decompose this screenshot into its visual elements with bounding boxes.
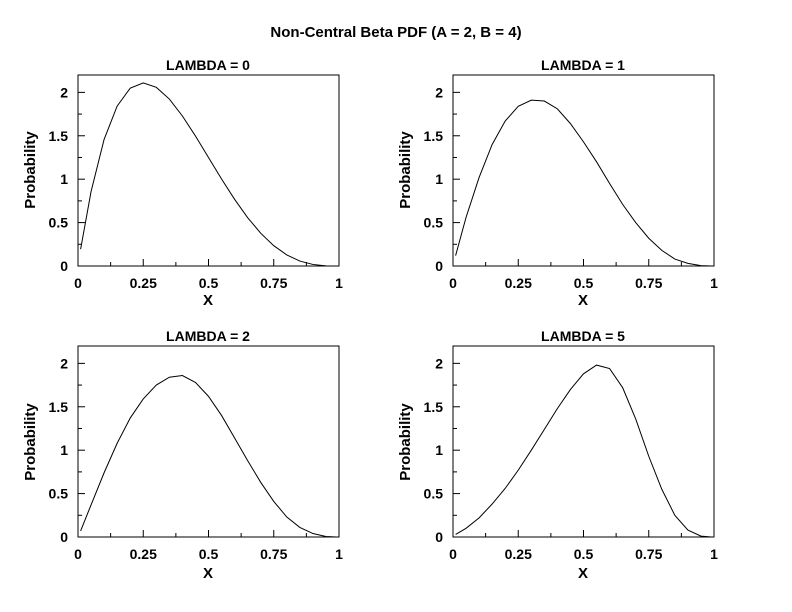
y-tick-label: 0 — [60, 258, 68, 274]
y-tick-label: 1.5 — [49, 399, 69, 415]
y-tick-label: 1.5 — [424, 128, 444, 144]
x-axis-label: X — [578, 292, 588, 309]
x-tick-label: 0 — [74, 275, 82, 291]
y-axis-label: Probability — [397, 131, 414, 209]
pdf-curve — [80, 375, 337, 538]
y-tick-label: 0.5 — [424, 486, 444, 502]
panel-title: LAMBDA = 5 — [541, 328, 625, 344]
y-tick-label: 1.5 — [49, 128, 69, 144]
x-tick-label: 0.75 — [635, 275, 662, 291]
x-tick-label: 1 — [710, 275, 718, 291]
plot-frame — [452, 345, 715, 538]
y-axis-label: Probability — [397, 403, 414, 481]
plot-frame — [77, 345, 340, 538]
x-tick-label: 0.75 — [260, 275, 287, 291]
y-tick-label: 1.5 — [424, 399, 444, 415]
panel-lambda-2: LAMBDA = 2 X Probability 0 0.25 0.5 0.75 1 0 0… — [22, 328, 343, 582]
x-tick-label: 0.25 — [505, 546, 532, 562]
x-tick-label: 0 — [449, 546, 457, 562]
x-axis-label: X — [203, 292, 213, 309]
pdf-curve — [80, 82, 337, 267]
y-tick-label: 0.5 — [49, 215, 69, 231]
x-tick-label: 1 — [335, 546, 343, 562]
panel-lambda-5: LAMBDA = 5 X Probability 0 0.25 0.5 0.75 1 0 0… — [397, 328, 718, 582]
pdf-curve — [455, 99, 712, 267]
x-tick-label: 0.75 — [260, 546, 287, 562]
x-tick-label: 0.75 — [635, 546, 662, 562]
x-axis-label: X — [203, 565, 213, 582]
x-tick-label: 0.5 — [199, 546, 219, 562]
plot-frame — [452, 74, 715, 267]
y-tick-label: 0 — [435, 529, 443, 545]
pdf-curve — [455, 364, 712, 538]
x-tick-label: 0 — [74, 546, 82, 562]
panel-title: LAMBDA = 0 — [166, 57, 250, 73]
y-tick-label: 2 — [60, 355, 68, 371]
y-tick-label: 1 — [435, 442, 443, 458]
y-tick-label: 0.5 — [424, 215, 444, 231]
y-tick-label: 0.5 — [49, 486, 69, 502]
panel-title: LAMBDA = 2 — [166, 328, 250, 344]
y-tick-label: 1 — [60, 442, 68, 458]
panel-lambda-0: LAMBDA = 0 X Probability 0 0.25 0.5 0.75 1 0 0… — [22, 57, 343, 309]
y-tick-label: 1 — [435, 171, 443, 187]
y-tick-label: 2 — [60, 84, 68, 100]
y-axis-label: Probability — [22, 131, 39, 209]
panel-lambda-1: LAMBDA = 1 X Probability 0 0.25 0.5 0.75 1 0 0… — [397, 57, 718, 309]
y-tick-label: 2 — [435, 84, 443, 100]
x-tick-label: 0.5 — [574, 546, 594, 562]
x-tick-label: 1 — [335, 275, 343, 291]
x-tick-label: 0.5 — [574, 275, 594, 291]
x-tick-label: 0.25 — [505, 275, 532, 291]
plot-frame — [77, 74, 340, 267]
y-tick-label: 0 — [60, 529, 68, 545]
y-tick-label: 2 — [435, 355, 443, 371]
x-tick-label: 0.25 — [130, 546, 157, 562]
x-tick-label: 0 — [449, 275, 457, 291]
y-axis-label: Probability — [22, 403, 39, 481]
x-axis-label: X — [578, 565, 588, 582]
figure-title: Non-Central Beta PDF (A = 2, B = 4) — [270, 24, 521, 41]
y-tick-label: 1 — [60, 171, 68, 187]
x-tick-label: 1 — [710, 546, 718, 562]
x-tick-label: 0.5 — [199, 275, 219, 291]
y-tick-label: 0 — [435, 258, 443, 274]
x-tick-label: 0.25 — [130, 275, 157, 291]
panel-title: LAMBDA = 1 — [541, 57, 625, 73]
